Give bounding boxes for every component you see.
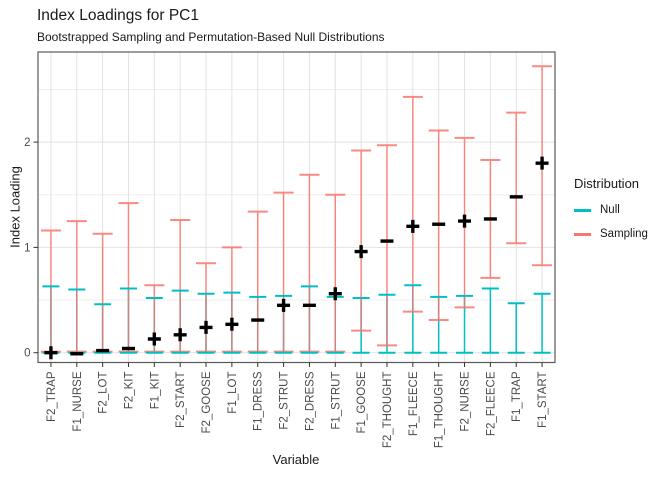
- legend-label-sampling: Sampling: [600, 228, 648, 240]
- x-tick-label-F2_LOT: F2_LOT: [98, 372, 110, 414]
- y-tick-label: 1: [24, 242, 30, 254]
- x-tick-label-F2_GOOSE: F2_GOOSE: [201, 371, 213, 433]
- estimate-marker-F1_STRUT: [328, 287, 342, 301]
- panel-background: [38, 52, 555, 363]
- x-tick-label-F2_DRESS: F2_DRESS: [304, 371, 316, 431]
- estimate-marker-F2_GOOSE: [199, 320, 213, 334]
- y-tick-label: 0: [24, 348, 30, 360]
- x-tick-label-F2_NURSE: F2_NURSE: [460, 371, 472, 431]
- estimate-marker-F1_LOT: [225, 317, 239, 331]
- legend: Distribution Null Sampling: [574, 176, 648, 253]
- panel-border: [37, 51, 556, 364]
- x-axis-title: Variable: [272, 452, 320, 467]
- errorbar-sampling-F2_DRESS: [299, 173, 320, 353]
- x-tick-label-F2_FLEECE: F2_FLEECE: [485, 371, 497, 436]
- estimate-marker-F1_START: [535, 156, 549, 170]
- errorbar-sampling-F1_FLEECE: [402, 95, 423, 313]
- errorbar-sampling-F1_TRAP: [506, 111, 527, 245]
- x-tick-label-F1_NURSE: F1_NURSE: [72, 371, 84, 431]
- estimate-marker-F1_GOOSE: [354, 245, 368, 259]
- x-tick-label-F2_STRUT: F2_STRUT: [279, 372, 291, 430]
- errorbar-sampling-F2_THOUGHT: [376, 144, 397, 347]
- errorbar-sampling-F1_STRUT: [325, 193, 346, 353]
- plot-title: Index Loadings for PC1: [37, 7, 199, 24]
- errorbar-sampling-F1_DRESS: [247, 210, 268, 353]
- x-tick-label-F1_START: F1_START: [537, 372, 549, 428]
- x-tick-label-F2_THOUGHT: F2_THOUGHT: [382, 372, 394, 449]
- x-tick-label-F2_START: F2_START: [175, 372, 187, 428]
- plot-subtitle: Bootstrapped Sampling and Permutation-Ba…: [37, 30, 385, 44]
- errorbar-sampling-F2_GOOSE: [196, 262, 217, 353]
- x-tick-label-F1_LOT: F1_LOT: [227, 372, 239, 414]
- legend-title: Distribution: [574, 176, 640, 191]
- estimate-marker-F1_KIT: [147, 332, 161, 346]
- estimate-marker-F2_TRAP: [44, 346, 58, 360]
- estimate-marker-F2_START: [173, 328, 187, 342]
- legend-item-sampling: Sampling: [574, 228, 648, 240]
- legend-key-sampling-line: [574, 233, 591, 236]
- errorbar-sampling-F2_STRUT: [273, 191, 294, 353]
- x-tick-label-F2_KIT: F2_KIT: [123, 372, 135, 410]
- legend-item-null: Null: [574, 204, 648, 216]
- errorbar-sampling-F2_KIT: [118, 202, 139, 353]
- estimate-marker-F2_STRUT: [277, 298, 291, 312]
- legend-label-null: Null: [600, 204, 620, 216]
- x-tick-label-F1_TRAP: F1_TRAP: [511, 371, 523, 422]
- y-tick-label: 2: [24, 137, 30, 149]
- x-tick-label-F1_KIT: F1_KIT: [149, 372, 161, 410]
- legend-key-null-line: [574, 209, 591, 212]
- x-tick-label-F1_DRESS: F1_DRESS: [253, 371, 265, 431]
- errorbar-sampling-F1_GOOSE: [351, 149, 372, 332]
- x-tick-label-F1_STRUT: F1_STRUT: [330, 372, 342, 430]
- errorbar-sampling-F1_NURSE: [66, 220, 87, 353]
- y-axis-title: Index Loading: [7, 166, 23, 248]
- errorbar-sampling-F1_LOT: [221, 246, 242, 353]
- x-tick-label-F2_TRAP: F2_TRAP: [46, 371, 58, 422]
- estimate-marker-F1_FLEECE: [406, 219, 420, 233]
- x-tick-label-F1_GOOSE: F1_GOOSE: [356, 371, 368, 433]
- x-tick-label-F1_THOUGHT: F1_THOUGHT: [434, 372, 446, 449]
- x-tick-label-F1_FLEECE: F1_FLEECE: [408, 371, 420, 436]
- estimate-marker-F2_NURSE: [458, 214, 472, 228]
